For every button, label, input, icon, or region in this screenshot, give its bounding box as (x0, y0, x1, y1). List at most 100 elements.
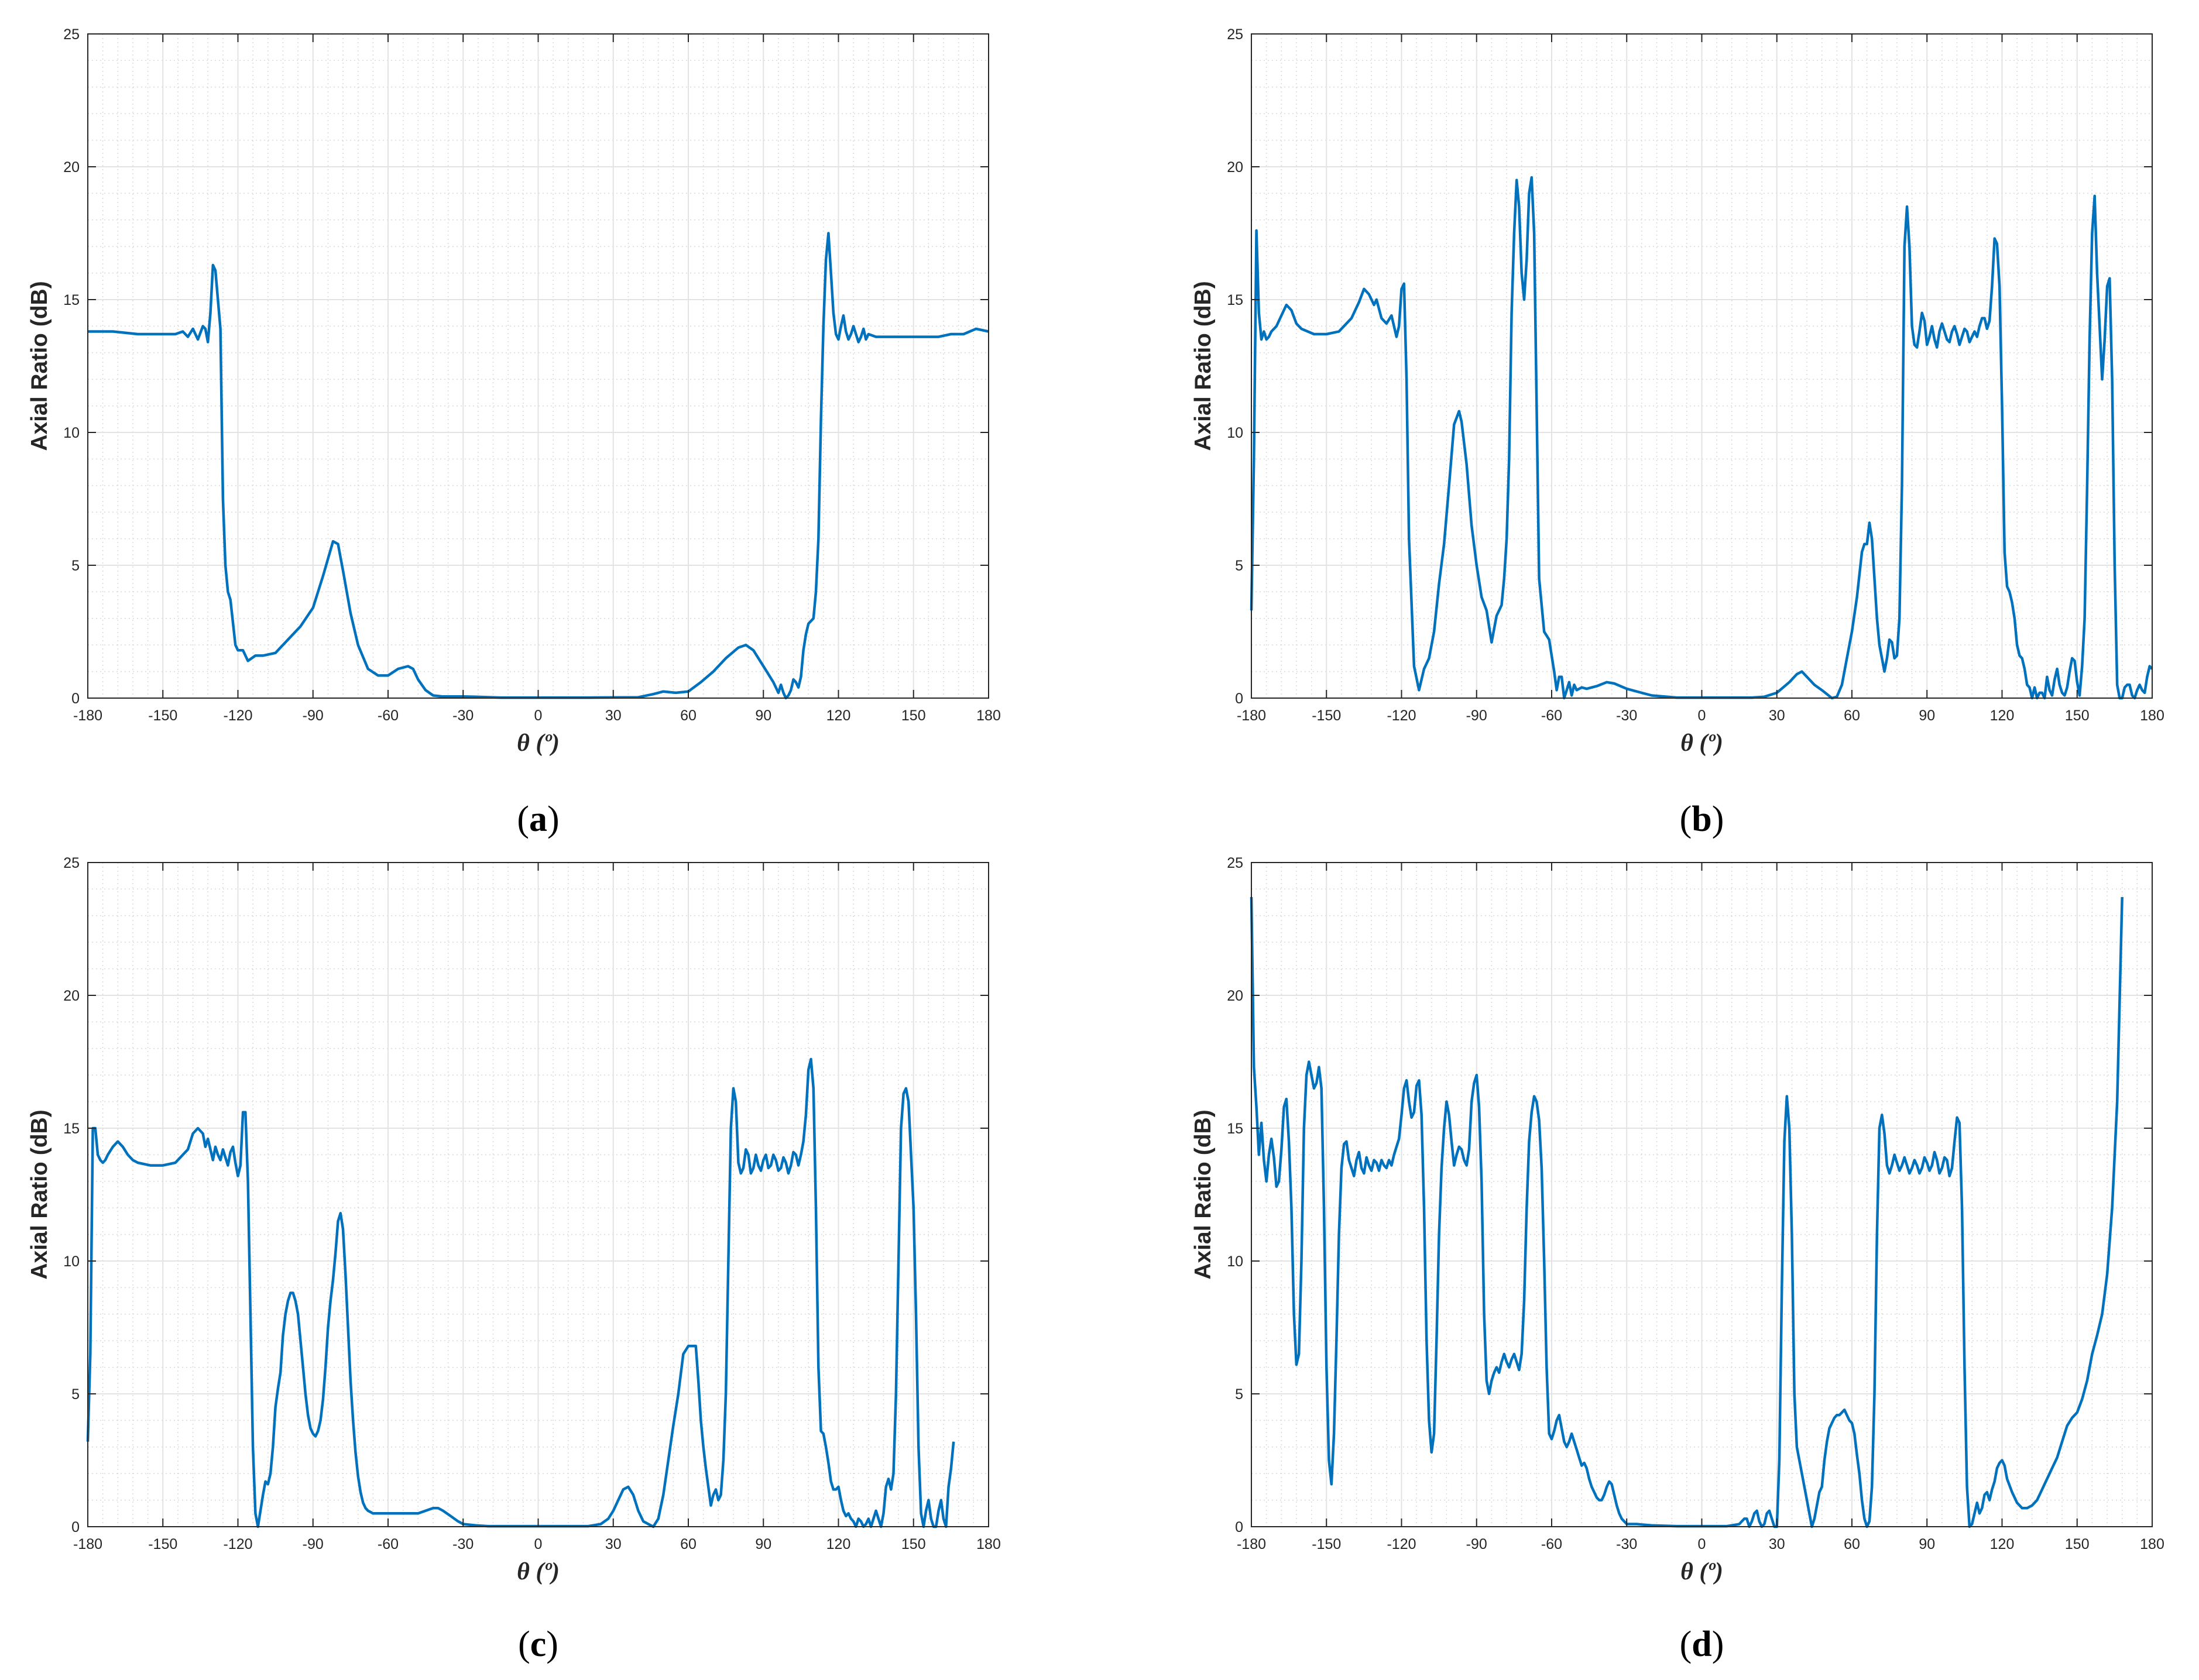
x-tick-label: -30 (1616, 1536, 1637, 1552)
panel-caption: (d) (1680, 1624, 1724, 1664)
x-tick-label: -180 (73, 707, 102, 724)
x-tick-label: 90 (755, 707, 771, 724)
x-tick-label: 90 (755, 1536, 771, 1552)
y-tick-label: 25 (1227, 855, 1243, 871)
x-tick-label: 60 (1844, 1536, 1860, 1552)
x-tick-label: -90 (303, 707, 324, 724)
x-tick-label: 60 (680, 1536, 697, 1552)
x-tick-label: 150 (901, 1536, 926, 1552)
x-tick-label: 0 (534, 1536, 543, 1552)
y-tick-label: 25 (1227, 26, 1243, 43)
y-tick-label: 5 (71, 558, 80, 574)
x-tick-label: 0 (1698, 707, 1706, 724)
x-tick-label: -180 (73, 1536, 102, 1552)
x-tick-label: -150 (148, 1536, 177, 1552)
panel-caption: (c) (518, 1624, 558, 1664)
x-tick-label: 150 (2065, 707, 2090, 724)
y-axis-label: Axial Ratio (dB) (1191, 281, 1216, 451)
y-tick-label: 20 (1227, 159, 1243, 176)
panel-caption-letter: c (530, 1624, 547, 1664)
axial-ratio-series-line (88, 232, 989, 700)
y-tick-label: 25 (63, 26, 80, 43)
x-tick-label: -60 (378, 707, 399, 724)
chart-panel-1: -180 -150 -120 -90 -60 -30 0 30 60 90 120 150 180 0 5 1… (1191, 26, 2164, 839)
panel-caption-close: ) (1712, 1624, 1724, 1664)
y-tick-label: 15 (63, 1121, 80, 1137)
x-tick-label: 30 (1769, 1536, 1785, 1552)
panel-caption-open: ( (1680, 1624, 1692, 1664)
x-tick-label: 120 (1990, 1536, 2015, 1552)
axial-ratio-series-line (86, 1057, 955, 1528)
x-tick-label: -30 (452, 1536, 474, 1552)
x-tick-label: 30 (1769, 707, 1785, 724)
y-tick-label: 20 (63, 988, 80, 1004)
y-tick-label: 10 (1227, 425, 1243, 441)
x-tick-label: 0 (534, 707, 543, 724)
y-tick-label: 5 (1235, 558, 1243, 574)
y-axis-label: Axial Ratio (dB) (27, 1109, 52, 1279)
y-tick-label: 10 (63, 1253, 80, 1270)
y-tick-label: 0 (1235, 1519, 1243, 1535)
x-tick-label: -60 (1541, 707, 1562, 724)
x-tick-label: 90 (1919, 1536, 1935, 1552)
chart-panel-0: -180 -150 -120 -90 -60 -30 0 30 60 90 120 150 180 0 5 1… (27, 26, 1001, 839)
panel-caption-close: ) (546, 1624, 558, 1664)
x-tick-label: -180 (1237, 1536, 1266, 1552)
y-tick-label: 10 (63, 425, 80, 441)
panel-caption: (b) (1680, 799, 1724, 839)
axial-ratio-series-line (1250, 896, 2123, 1528)
x-tick-label: -90 (1466, 1536, 1487, 1552)
x-tick-label: 150 (901, 707, 926, 724)
panel-caption-close: ) (1712, 799, 1724, 839)
x-tick-label: -120 (223, 1536, 252, 1552)
y-tick-label: 15 (1227, 292, 1243, 308)
y-tick-label: 5 (1235, 1386, 1243, 1403)
panel-caption-close: ) (547, 799, 560, 839)
x-tick-label: -90 (1466, 707, 1487, 724)
panel-caption-letter: a (529, 799, 547, 839)
x-tick-label: 60 (680, 707, 697, 724)
x-tick-label: 30 (605, 707, 622, 724)
y-tick-label: 10 (1227, 1253, 1243, 1270)
x-tick-label: -120 (223, 707, 252, 724)
y-axis-label: Axial Ratio (dB) (27, 281, 52, 451)
chart-panel-3: -180 -150 -120 -90 -60 -30 0 30 60 90 120 150 180 0 5 1… (1191, 855, 2164, 1664)
x-tick-label: -120 (1387, 1536, 1416, 1552)
x-tick-label: -90 (303, 1536, 324, 1552)
panel-caption-letter: d (1692, 1624, 1711, 1664)
x-axis-label: θ (º) (517, 730, 560, 757)
x-tick-label: 120 (826, 1536, 851, 1552)
panel-caption-open: ( (517, 799, 529, 839)
y-tick-label: 5 (71, 1386, 80, 1403)
x-tick-label: 180 (976, 1536, 1001, 1552)
x-tick-label: 60 (1844, 707, 1860, 724)
x-tick-label: 90 (1919, 707, 1935, 724)
x-tick-label: -180 (1237, 707, 1266, 724)
y-tick-label: 25 (63, 855, 80, 871)
y-tick-label: 20 (1227, 988, 1243, 1004)
panel-caption: (a) (517, 799, 559, 839)
y-tick-label: 20 (63, 159, 80, 176)
y-tick-label: 15 (1227, 1121, 1243, 1137)
x-tick-label: -60 (1541, 1536, 1562, 1552)
x-tick-label: 30 (605, 1536, 622, 1552)
y-tick-label: 0 (71, 690, 80, 707)
x-tick-label: -30 (1616, 707, 1637, 724)
x-axis-label: θ (º) (517, 1558, 560, 1585)
x-axis-label: θ (º) (1680, 730, 1723, 757)
x-tick-label: 120 (1990, 707, 2015, 724)
x-tick-label: 120 (826, 707, 851, 724)
x-tick-label: -150 (1312, 707, 1341, 724)
panel-caption-open: ( (1680, 799, 1692, 839)
x-tick-label: 0 (1698, 1536, 1706, 1552)
x-tick-label: -150 (1312, 1536, 1341, 1552)
x-tick-label: -120 (1387, 707, 1416, 724)
x-tick-label: -60 (378, 1536, 399, 1552)
x-tick-label: 150 (2065, 1536, 2090, 1552)
y-tick-label: 15 (63, 292, 80, 308)
x-tick-label: 180 (976, 707, 1001, 724)
x-tick-label: 180 (2140, 1536, 2164, 1552)
panel-caption-letter: b (1692, 799, 1711, 839)
y-tick-label: 0 (71, 1519, 80, 1535)
